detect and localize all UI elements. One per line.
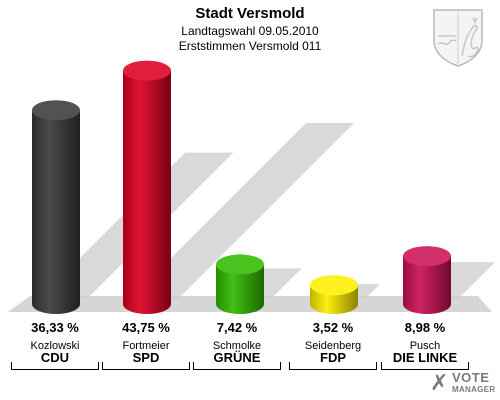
bar-body-linke xyxy=(403,256,451,314)
vote-check-icon: ✗ xyxy=(430,370,449,395)
value-label-cdu: 36,33 % xyxy=(31,320,79,335)
candidate-label-gruene: Schmolke xyxy=(212,340,262,352)
party-label-fdp: FDP xyxy=(320,350,346,365)
chart-subtitle-2: Erststimmen Versmold 011 xyxy=(178,39,322,53)
coat-of-arms-icon xyxy=(433,9,483,67)
party-bracket-linke xyxy=(381,362,469,370)
bar-top-gruene xyxy=(216,254,264,275)
party-bracket-gruene xyxy=(193,362,281,370)
vote-manager-logo: ✗ VOTE MANAGER xyxy=(430,368,498,398)
bar-shadow-spd xyxy=(131,123,354,298)
bar-fdp xyxy=(310,275,358,314)
party-label-cdu: CDU xyxy=(40,350,70,365)
bar-body-cdu xyxy=(32,110,80,315)
bar-spd xyxy=(123,60,171,315)
party-bracket-fdp xyxy=(289,362,377,370)
candidate-label-spd: Fortmeier xyxy=(122,340,170,352)
bar-top-fdp xyxy=(310,275,358,296)
party-label-gruene: GRÜNE xyxy=(213,350,261,365)
bar-cdu xyxy=(32,100,80,315)
logo-text-vote: VOTE xyxy=(452,370,490,385)
bar-body-spd xyxy=(123,70,171,315)
bar-gruene xyxy=(216,254,264,314)
value-label-linke: 8,98 % xyxy=(404,320,446,335)
bar-linke xyxy=(403,246,451,314)
chart-title: Stadt Versmold xyxy=(195,5,305,22)
party-label-spd: SPD xyxy=(132,350,160,365)
value-label-spd: 43,75 % xyxy=(122,320,170,335)
bar-top-spd xyxy=(123,60,171,81)
candidate-label-cdu: Kozlowski xyxy=(30,340,80,352)
party-bracket-spd xyxy=(102,362,190,370)
value-label-fdp: 3,52 % xyxy=(312,320,354,335)
party-bracket-cdu xyxy=(11,362,99,370)
candidate-label-fdp: Seidenberg xyxy=(304,340,362,352)
bar-top-cdu xyxy=(32,100,80,121)
bar-top-linke xyxy=(403,246,451,267)
candidate-label-linke: Pusch xyxy=(409,340,441,352)
bar-body-gruene xyxy=(216,264,264,314)
party-label-linke: DIE LINKE xyxy=(392,350,458,365)
value-label-gruene: 7,42 % xyxy=(216,320,258,335)
chart-subtitle: Landtagswahl 09.05.2010 xyxy=(181,24,319,38)
logo-text-manager: MANAGER xyxy=(452,385,496,394)
